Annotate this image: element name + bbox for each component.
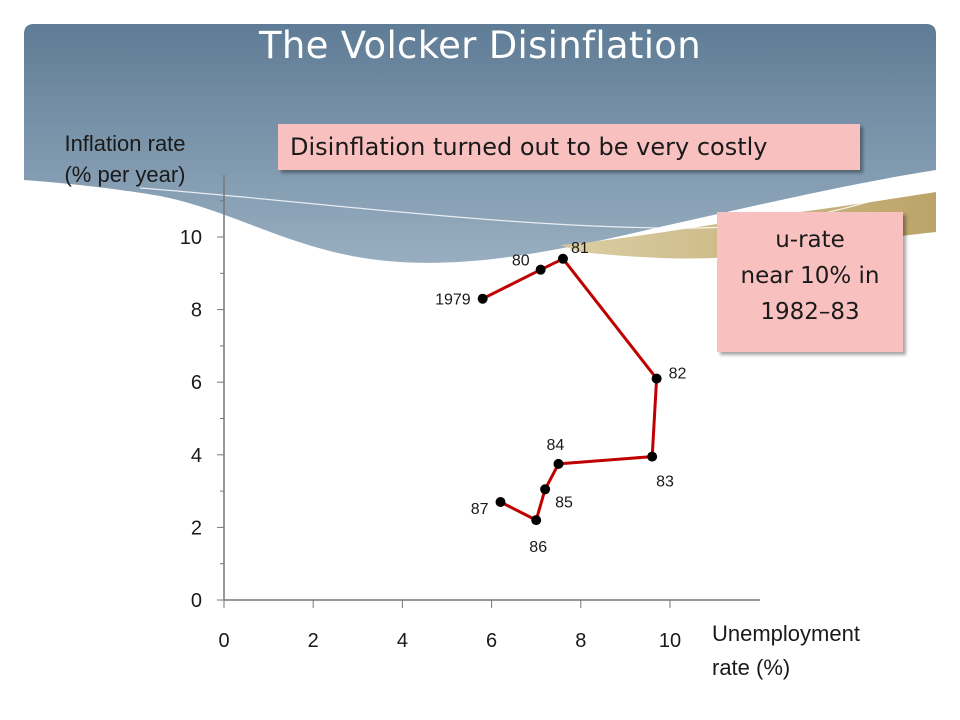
y-tick-label: 6 [191, 372, 202, 394]
data-point-label: 85 [555, 494, 573, 511]
y-axis-title-line: (% per year) [64, 162, 186, 187]
data-point-label: 86 [529, 539, 547, 556]
series-line [482, 257, 659, 522]
data-point-label: 83 [656, 474, 674, 491]
data-point [540, 484, 551, 495]
data-point [651, 373, 662, 384]
header-accent-line [139, 179, 937, 229]
y-tick-label: 10 [180, 227, 202, 249]
x-tick-label: 6 [486, 630, 497, 652]
x-tick-label: 0 [218, 630, 229, 652]
data-point-label: 82 [669, 366, 687, 383]
data-point [495, 496, 506, 507]
data-point-label: 1979 [435, 292, 471, 309]
x-tick-label: 4 [397, 630, 408, 652]
data-point [531, 515, 542, 526]
y-axis-title-line: Inflation rate [64, 131, 186, 156]
callout-urate-line: near 10% in [740, 263, 880, 289]
y-tick-label: 8 [191, 300, 202, 322]
callout-costly: Disinflation turned out to be very costl… [278, 124, 860, 170]
x-axis-title-line: rate (%) [712, 655, 791, 680]
slide-title: The Volcker Disinflation [259, 24, 701, 67]
data-point [535, 264, 546, 275]
y-axis-title: Inflation rate (% per year) [30, 128, 220, 190]
callout-urate-line: u-rate [775, 227, 845, 253]
y-tick-label: 0 [191, 590, 202, 612]
x-tick-label: 2 [308, 630, 319, 652]
data-point-label: 84 [547, 437, 565, 454]
x-axis-title-line: Unemployment [712, 621, 860, 646]
x-axis-title: Unemployment rate (%) [712, 617, 860, 685]
data-point-label: 81 [571, 240, 589, 257]
data-point [477, 293, 488, 304]
x-tick-label: 10 [659, 630, 681, 652]
data-point [647, 451, 658, 462]
data-point-label: 87 [471, 501, 489, 518]
y-tick-label: 2 [191, 517, 202, 539]
x-tick-label: 8 [575, 630, 586, 652]
callout-urate: u-rate near 10% in 1982–83 [717, 212, 903, 352]
data-point [553, 458, 564, 469]
data-point-label: 80 [512, 253, 530, 270]
y-tick-label: 4 [191, 445, 202, 467]
data-point [557, 253, 568, 264]
callout-urate-line: 1982–83 [760, 299, 860, 325]
